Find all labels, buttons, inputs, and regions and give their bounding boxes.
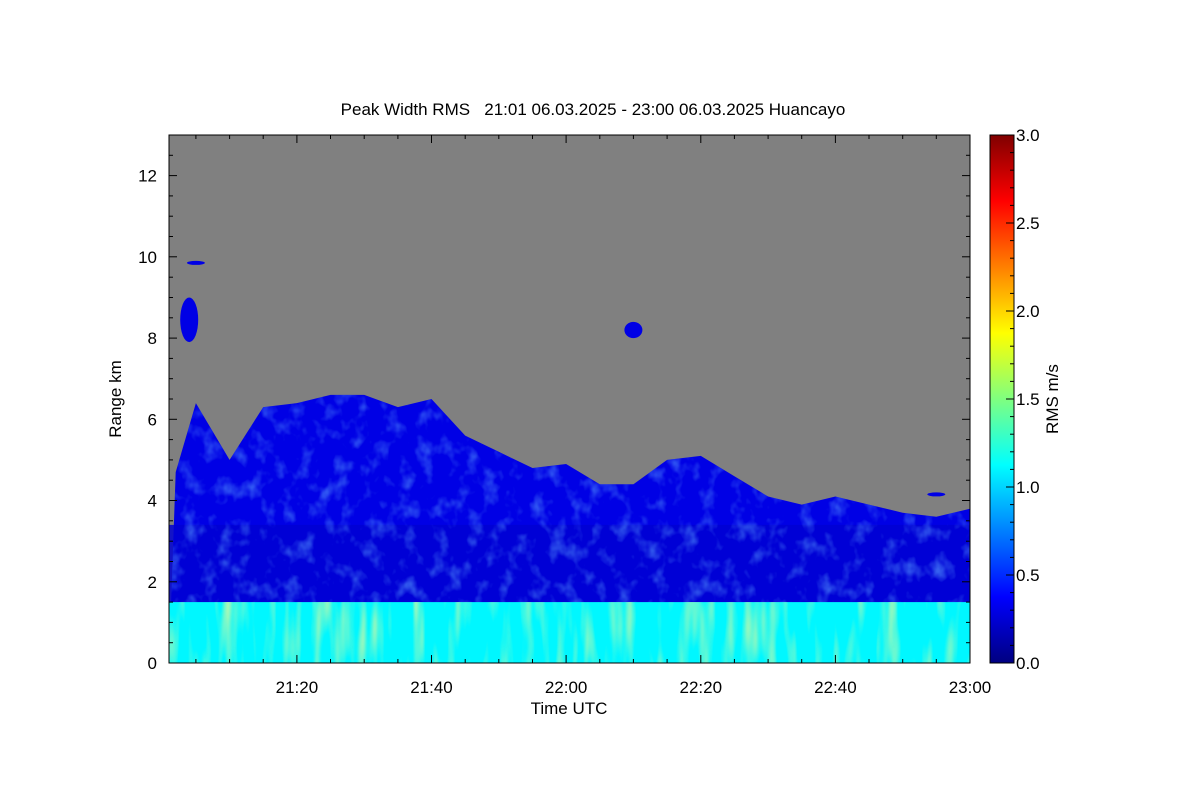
x-axis-label: Time UTC [531,699,608,718]
x-tick-label: 21:40 [410,678,453,697]
colorbar-tick-label: 1.5 [1016,390,1040,409]
echo-patch [624,321,643,339]
y-axis: 0 2 4 6 8 10 12 [138,134,970,673]
y-tick-label: 10 [138,248,157,267]
x-tick-label: 22:40 [814,678,857,697]
x-tick-label: 22:00 [545,678,588,697]
y-tick-label: 8 [148,329,157,348]
x-tick-label: 21:20 [276,678,319,697]
chart-title: Peak Width RMS 21:01 06.03.2025 - 23:00 … [341,100,846,119]
boundary-layer [169,602,970,663]
colorbar: 0.0 0.5 1.0 1.5 2.0 2.5 3.0 RMS m/s [989,126,1062,673]
y-axis-label: Range km [106,360,125,437]
colorbar-tick-label: 1.0 [1016,478,1040,497]
x-tick-label: 22:20 [680,678,723,697]
boundary-layer-streaks [169,602,970,663]
colorbar-tick-label: 0.5 [1016,566,1040,585]
y-tick-label: 4 [148,492,157,511]
x-axis: 21:20 21:40 22:00 22:20 22:40 23:00 [195,135,992,697]
colorbar-label: RMS m/s [1043,364,1062,434]
y-tick-label: 0 [148,654,157,673]
y-tick-label: 6 [148,410,157,429]
echo-patch [186,260,205,265]
colorbar-tick-label: 3.0 [1016,126,1040,145]
colorbar-tick-label: 0.0 [1016,654,1040,673]
echo-patch [927,492,946,497]
heatmap [169,135,970,663]
colorbar-ticks: 0.0 0.5 1.0 1.5 2.0 2.5 3.0 [1006,126,1040,673]
y-tick-label: 2 [148,573,157,592]
colorbar-tick-label: 2.0 [1016,302,1040,321]
colorbar-tick-label: 2.5 [1016,214,1040,233]
echo-patch [180,297,199,343]
x-tick-label: 23:00 [949,678,992,697]
y-tick-label: 12 [138,167,157,186]
isolated-echo-patches [180,260,946,497]
